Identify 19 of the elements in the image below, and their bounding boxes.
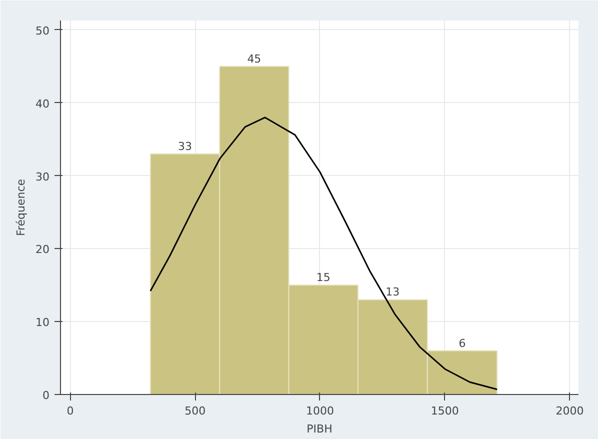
y-tick-label: 20 — [36, 243, 50, 256]
data-label: 15 — [316, 271, 330, 284]
y-tick-label: 30 — [36, 170, 50, 184]
x-tick-label: 1000 — [306, 404, 334, 418]
y-axis-title: Fréquence — [14, 178, 28, 236]
y-tick-label: 0 — [42, 389, 50, 402]
data-label: 13 — [386, 286, 400, 299]
x-axis-title: PIBH — [306, 422, 332, 436]
data-label: 33 — [178, 140, 192, 153]
data-label: 6 — [458, 336, 466, 350]
x-tick-label: 0 — [66, 404, 74, 418]
y-tick-label: 10 — [36, 316, 50, 330]
data-label: 45 — [247, 52, 262, 66]
x-tick-label: 500 — [184, 404, 206, 418]
x-tick-label: 2000 — [556, 404, 584, 418]
line-series — [150, 116, 498, 390]
x-tick-label: 1500 — [430, 404, 459, 418]
y-tick-label: 50 — [36, 24, 50, 38]
y-tick-label: 40 — [36, 97, 50, 110]
